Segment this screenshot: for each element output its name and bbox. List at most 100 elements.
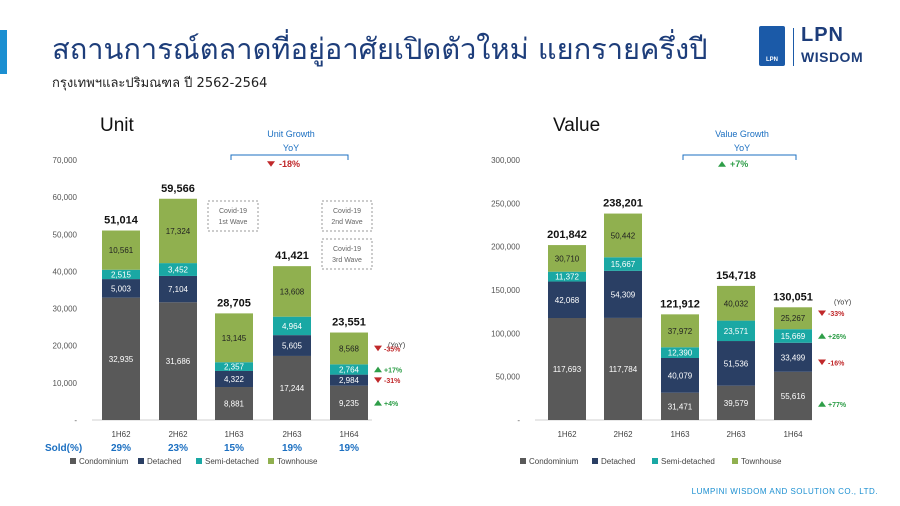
- page-title: สถานการณ์ตลาดที่อยู่อาศัยเปิดตัวใหม่ แยก…: [52, 32, 708, 66]
- unit-yoy-value: +17%: [384, 367, 403, 374]
- value-bar-detached: [604, 270, 642, 318]
- logo-badge-text: LPN: [766, 57, 778, 63]
- value-total-label: 238,201: [603, 198, 643, 210]
- unit-data-label: 2,357: [224, 363, 245, 372]
- logo-text-top: LPN: [801, 24, 844, 46]
- value-bar-semi-detached: [604, 257, 642, 271]
- unit-yoy-down-arrow-icon: [374, 377, 382, 383]
- unit-total-label: 41,421: [275, 250, 309, 262]
- unit-yoy-up-arrow-icon: [374, 366, 382, 373]
- value-growth-subtitle: YoY: [734, 143, 750, 153]
- unit-data-label: 13,145: [222, 334, 247, 343]
- unit-total-label: 51,014: [104, 215, 139, 227]
- value-data-label: 50,442: [611, 231, 636, 240]
- value-bar-semi-detached: [774, 329, 812, 343]
- unit-annotation-line1: Covid-19: [333, 208, 361, 215]
- value-data-label: 117,693: [553, 365, 582, 374]
- unit-growth-bracket: [230, 154, 349, 160]
- value-y-tick-label: -: [517, 416, 520, 425]
- value-yoy-value: +77%: [828, 402, 847, 409]
- unit-bar-detached: [159, 275, 197, 303]
- unit-y-tick-label: 60,000: [53, 193, 78, 202]
- unit-bar-townhouse: [102, 230, 140, 270]
- unit-sold-percent: 23%: [168, 443, 188, 454]
- unit-bar-townhouse: [330, 332, 368, 365]
- unit-covid-annotation-box: [321, 200, 373, 232]
- unit-y-tick-label: 50,000: [53, 230, 78, 239]
- value-data-label: 117,784: [609, 365, 638, 374]
- unit-growth-subtitle: YoY: [283, 143, 299, 153]
- unit-data-label: 9,235: [339, 399, 360, 408]
- unit-data-label: 10,561: [109, 246, 134, 255]
- unit-sold-percent: 29%: [111, 443, 131, 454]
- accent-bar: [0, 30, 7, 74]
- unit-bar-condominium: [330, 385, 368, 420]
- value-bar-townhouse: [548, 245, 586, 272]
- value-y-tick-label: 100,000: [491, 329, 520, 338]
- value-category-label: 1H62: [557, 430, 577, 439]
- value-data-label: 12,390: [668, 349, 693, 358]
- unit-total-label: 23,551: [332, 317, 366, 329]
- unit-data-label: 13,608: [280, 287, 305, 296]
- logo-divider: [793, 28, 794, 66]
- value-growth-title: Value Growth: [715, 129, 769, 139]
- unit-annotation-line2: 1st Wave: [219, 219, 248, 226]
- unit-bar-detached: [330, 374, 368, 386]
- value-bar-townhouse: [774, 307, 812, 330]
- unit-data-label: 8,881: [224, 400, 245, 409]
- value-total-label: 201,842: [547, 229, 587, 241]
- unit-legend-label: Townhouse: [277, 457, 318, 466]
- unit-bar-condominium: [215, 387, 253, 420]
- value-growth-bracket: [682, 154, 797, 160]
- unit-data-label: 8,568: [339, 344, 360, 353]
- value-data-label: 33,499: [781, 353, 806, 362]
- unit-legend-label: Detached: [147, 457, 181, 466]
- unit-sold-percent: 15%: [224, 443, 244, 454]
- unit-data-label: 31,686: [166, 357, 191, 366]
- value-data-label: 39,579: [724, 399, 749, 408]
- value-legend-label: Detached: [601, 457, 635, 466]
- unit-data-label: 17,244: [280, 384, 305, 393]
- value-data-label: 51,536: [724, 359, 749, 368]
- unit-bar-semi-detached: [159, 263, 197, 276]
- value-data-label: 15,669: [781, 332, 806, 341]
- unit-bar-townhouse: [215, 313, 253, 363]
- value-bar-detached: [774, 342, 812, 372]
- unit-data-label: 4,964: [282, 322, 303, 331]
- value-bar-condominium: [604, 317, 642, 420]
- value-total-label: 130,051: [773, 291, 813, 303]
- unit-y-tick-label: 30,000: [53, 305, 78, 314]
- value-growth-total: +7%: [730, 159, 748, 169]
- value-bar-semi-detached: [717, 320, 755, 342]
- unit-total-label: 28,705: [217, 297, 251, 309]
- value-data-label: 55,616: [781, 392, 806, 401]
- unit-data-label: 7,104: [168, 285, 189, 294]
- value-bar-detached: [717, 341, 755, 386]
- value-bar-townhouse: [717, 285, 755, 321]
- unit-data-label: 2,515: [111, 270, 132, 279]
- unit-data-label: 3,452: [168, 266, 189, 275]
- value-data-label: 23,571: [724, 327, 749, 336]
- value-total-label: 154,718: [716, 270, 756, 282]
- value-category-label: 1H63: [670, 430, 690, 439]
- unit-yoy-label: (YoY): [388, 343, 405, 350]
- value-bar-condominium: [548, 317, 586, 420]
- company-footer: LUMPINI WISDOM AND SOLUTION CO., LTD.: [691, 487, 878, 496]
- value-yoy-up-arrow-icon: [818, 401, 826, 407]
- value-bar-condominium: [774, 371, 812, 420]
- unit-data-label: 32,935: [109, 355, 134, 364]
- value-data-label: 30,710: [555, 254, 580, 263]
- value-chart-title: Value: [553, 115, 600, 136]
- unit-legend-swatch: [138, 458, 144, 464]
- unit-bar-condominium: [102, 297, 140, 420]
- unit-data-label: 5,605: [282, 342, 303, 351]
- value-data-label: 40,032: [724, 299, 749, 308]
- unit-y-tick-label: 40,000: [53, 267, 78, 276]
- unit-bar-semi-detached: [102, 269, 140, 280]
- lpn-badge-icon: LPN: [759, 26, 785, 66]
- unit-bar-condominium: [273, 355, 311, 420]
- unit-legend-label: Semi-detached: [205, 457, 259, 466]
- unit-annotation-line2: 3rd Wave: [332, 257, 362, 264]
- unit-annotation-line1: Covid-19: [333, 246, 361, 253]
- unit-bar-semi-detached: [330, 364, 368, 375]
